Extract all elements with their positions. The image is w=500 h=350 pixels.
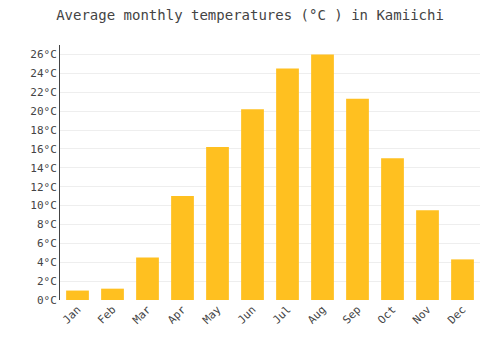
- svg-text:Feb: Feb: [95, 303, 118, 326]
- svg-text:16°C: 16°C: [30, 143, 57, 156]
- svg-text:12°C: 12°C: [30, 181, 57, 194]
- svg-text:24°C: 24°C: [30, 67, 57, 80]
- svg-text:Nov: Nov: [410, 303, 434, 327]
- svg-text:Apr: Apr: [165, 303, 189, 327]
- svg-text:Oct: Oct: [375, 303, 398, 326]
- svg-text:26°C: 26°C: [30, 48, 57, 61]
- svg-text:22°C: 22°C: [30, 86, 57, 99]
- svg-text:4°C: 4°C: [37, 256, 57, 269]
- svg-text:Mar: Mar: [130, 303, 154, 327]
- svg-text:Jun: Jun: [235, 303, 258, 326]
- svg-text:14°C: 14°C: [30, 162, 57, 175]
- svg-text:8°C: 8°C: [37, 218, 57, 231]
- svg-text:Jul: Jul: [270, 303, 293, 326]
- svg-text:18°C: 18°C: [30, 124, 57, 137]
- svg-text:Average monthly temperatures (: Average monthly temperatures (°C ) in Ka…: [56, 7, 444, 23]
- svg-text:10°C: 10°C: [30, 199, 57, 212]
- svg-text:0°C: 0°C: [37, 294, 57, 307]
- svg-text:20°C: 20°C: [30, 105, 57, 118]
- svg-text:2°C: 2°C: [37, 275, 57, 288]
- svg-text:Sep: Sep: [340, 303, 363, 326]
- svg-text:Jan: Jan: [60, 303, 83, 326]
- svg-text:Aug: Aug: [305, 303, 328, 326]
- svg-text:May: May: [200, 303, 224, 327]
- svg-text:6°C: 6°C: [37, 237, 57, 250]
- svg-text:Dec: Dec: [445, 303, 468, 326]
